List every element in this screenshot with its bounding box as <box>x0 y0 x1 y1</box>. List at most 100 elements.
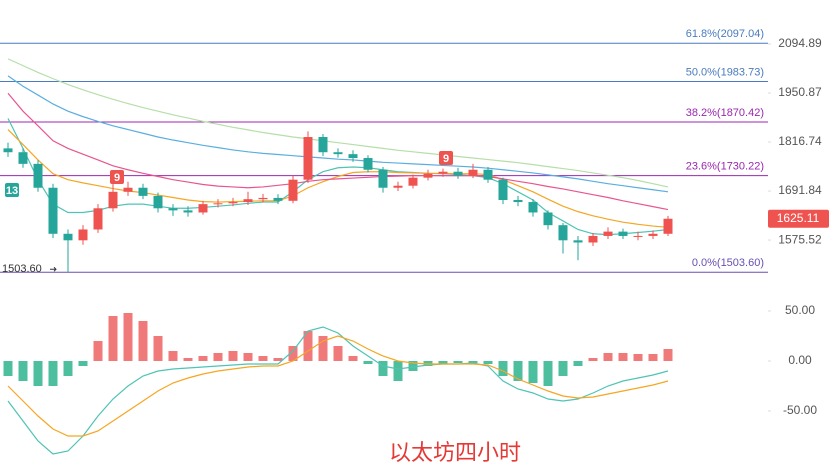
histogram-bar <box>123 313 133 361</box>
histogram-bar <box>513 361 523 381</box>
indicator-line <box>7 335 669 437</box>
candle-body <box>453 171 463 176</box>
candle-body <box>288 179 298 201</box>
candle-body <box>363 158 373 170</box>
histogram-bar <box>228 351 238 361</box>
candle-body <box>48 187 58 234</box>
candle-body <box>588 235 598 243</box>
indicator-line <box>7 75 669 193</box>
signal-badge <box>439 151 453 165</box>
histogram-bar <box>243 353 253 361</box>
candle-body <box>318 137 328 153</box>
histogram-bar <box>348 356 358 361</box>
candle-body <box>603 231 613 236</box>
histogram-bar <box>273 358 283 361</box>
histogram-bar <box>663 349 673 361</box>
histogram-bar <box>438 361 448 364</box>
signal-badge <box>5 183 19 197</box>
y-tick-label: 1691.84 <box>778 183 822 197</box>
candle-body <box>333 152 343 155</box>
candle-body <box>273 197 283 201</box>
candle-body <box>498 179 508 200</box>
y-tick-label: 1816.74 <box>778 134 822 148</box>
candle-body <box>153 195 163 209</box>
candle-body <box>303 137 313 180</box>
candle-body <box>468 169 478 176</box>
histogram-bar <box>483 361 493 364</box>
histogram-bar <box>288 346 298 361</box>
histogram-bar <box>603 353 613 361</box>
indicator-line <box>7 58 669 188</box>
histogram-bar <box>258 356 268 361</box>
histogram-bar <box>198 356 208 361</box>
candle-body <box>228 202 238 204</box>
histogram-bar <box>213 353 223 361</box>
candle-body <box>138 187 148 196</box>
candle-body <box>483 169 493 180</box>
candle-body <box>648 233 658 236</box>
signal-text: 9 <box>114 172 120 184</box>
histogram-bar <box>303 331 313 361</box>
indicator-line <box>7 92 669 211</box>
histogram-bar <box>573 361 583 366</box>
candle-body <box>108 191 118 209</box>
signal-text: 9 <box>443 153 449 165</box>
histogram-bar <box>18 361 28 381</box>
histogram-bar <box>183 358 193 361</box>
histogram-bar <box>363 361 373 364</box>
histogram-bar <box>333 346 343 361</box>
histogram-bar <box>453 361 463 363</box>
last-price-box <box>768 209 829 228</box>
candle-body <box>3 148 13 153</box>
histogram-bar <box>528 361 538 383</box>
candle-body <box>348 154 358 159</box>
histogram-bar <box>378 361 388 376</box>
histogram-bar <box>468 361 478 363</box>
candle-body <box>213 203 223 205</box>
signal-badge <box>110 170 124 184</box>
signal-text: 13 <box>6 185 18 197</box>
candle-body <box>663 218 673 234</box>
y-tick-label: 1575.52 <box>778 232 822 246</box>
histogram-bar <box>633 354 643 361</box>
histogram-bar <box>558 361 568 376</box>
histogram-bar <box>588 358 598 361</box>
candle-body <box>423 173 433 178</box>
histogram-bar <box>168 351 178 361</box>
histogram-bar <box>138 321 148 361</box>
candle-body <box>633 235 643 237</box>
candle-body <box>528 202 538 213</box>
histogram-bar <box>543 361 553 386</box>
candle-body <box>183 210 193 213</box>
fib-label: 0.0%(1503.60) <box>692 257 764 269</box>
indicator-line <box>7 129 669 228</box>
candle-body <box>378 169 388 188</box>
histogram-bar <box>108 316 118 361</box>
histogram-bar <box>498 361 508 376</box>
fib-label: 23.6%(1730.22) <box>686 161 764 173</box>
histogram-bar <box>318 336 328 361</box>
candle-body <box>243 199 253 203</box>
low-price-label: 1503.60 <box>2 263 42 275</box>
indicator-line <box>7 118 669 236</box>
histogram-bar <box>648 354 658 361</box>
y-tick-label: 50.00 <box>785 303 815 317</box>
histogram-bar <box>78 361 88 366</box>
candle-body <box>393 185 403 188</box>
candle-body <box>258 197 268 200</box>
y-tick-label: 1950.87 <box>778 85 822 99</box>
indicator-line <box>7 326 669 455</box>
histogram-bar <box>48 361 58 386</box>
y-tick-label: -50.00 <box>783 403 817 417</box>
candle-body <box>93 208 103 230</box>
candle-body <box>63 233 73 241</box>
histogram-bar <box>63 361 73 376</box>
candle-body <box>618 231 628 236</box>
candle-body <box>513 199 523 203</box>
histogram-bar <box>618 353 628 361</box>
candle-body <box>18 152 28 164</box>
chart-title: 以太坊四小时 <box>389 440 521 465</box>
candle-body <box>168 208 178 211</box>
candle-body <box>558 225 568 241</box>
